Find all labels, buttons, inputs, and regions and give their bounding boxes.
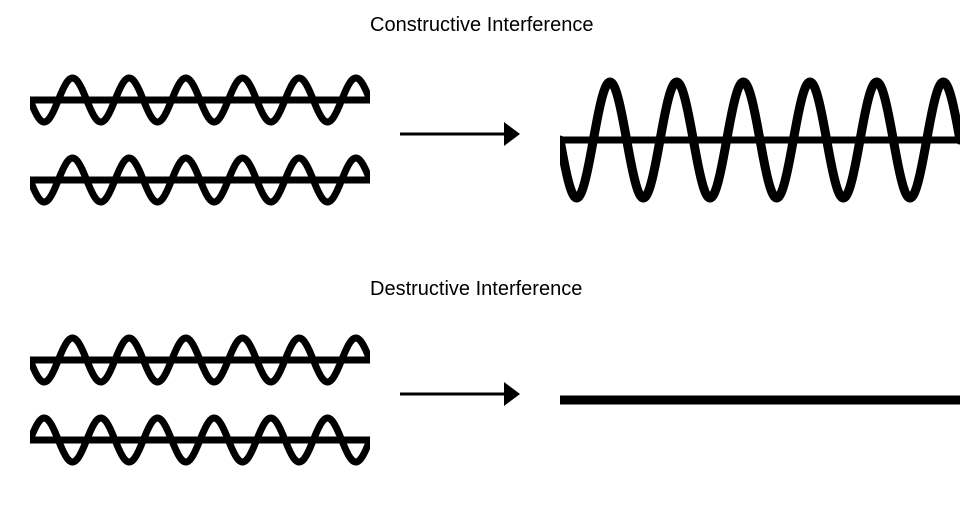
interference-diagram: { "background_color": "#ffffff", "stroke… bbox=[0, 0, 974, 532]
destructive-input-wave-1 bbox=[30, 330, 370, 390]
constructive-result-wave bbox=[560, 70, 960, 210]
constructive-title: Constructive Interference bbox=[370, 14, 593, 37]
destructive-title: Destructive Interference bbox=[370, 278, 582, 301]
destructive-result-line bbox=[560, 390, 960, 410]
destructive-arrow bbox=[400, 380, 520, 408]
constructive-input-wave-1 bbox=[30, 70, 370, 130]
constructive-arrow bbox=[400, 120, 520, 148]
constructive-input-wave-2 bbox=[30, 150, 370, 210]
destructive-input-wave-2 bbox=[30, 410, 370, 470]
